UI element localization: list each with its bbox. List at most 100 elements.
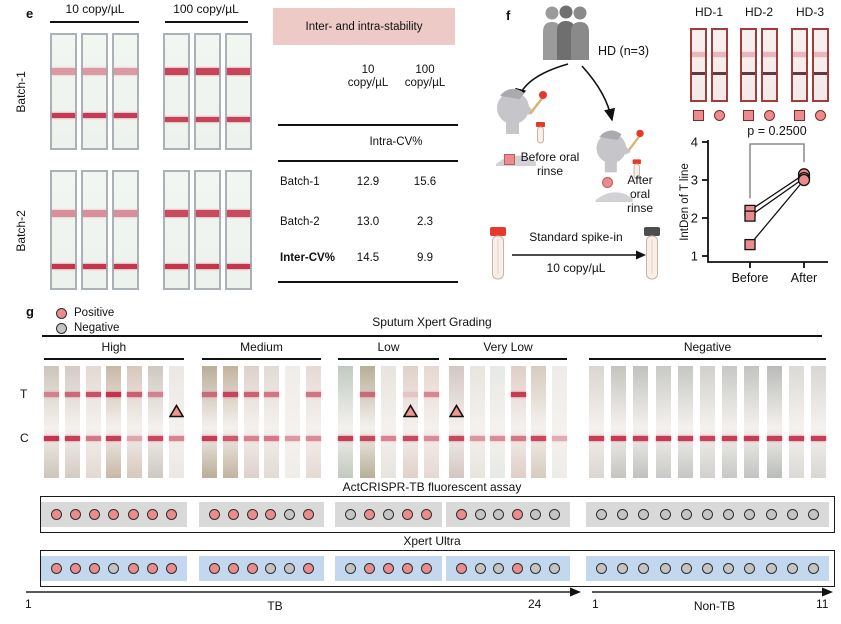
test-strip <box>50 33 77 150</box>
negative-dot <box>638 509 650 520</box>
lfa-strip <box>402 366 418 478</box>
before-marker-square <box>794 110 805 121</box>
positive-dot <box>165 563 177 574</box>
tb-axis-end: 24 <box>528 597 542 611</box>
strip-band <box>148 436 163 441</box>
lfa-strip <box>64 366 80 478</box>
after-marker-circle <box>764 110 775 121</box>
strip-band <box>165 117 188 122</box>
positive-dot <box>127 509 139 520</box>
hd-label: HD-3 <box>795 5 824 19</box>
strip-band <box>64 436 80 441</box>
strip-band <box>227 210 250 217</box>
strip-band <box>611 436 627 441</box>
positive-dot <box>456 509 467 520</box>
positive-dot <box>421 509 432 520</box>
strip-band <box>424 392 439 397</box>
positive-dot <box>165 509 177 520</box>
lfa-strip <box>744 366 760 478</box>
lfa-strip <box>359 366 375 478</box>
strip-band <box>490 436 506 441</box>
lfa-strip <box>589 366 604 478</box>
negative-dot <box>744 563 756 574</box>
lfa-strip <box>611 366 627 478</box>
strip-band <box>788 436 804 441</box>
hd-test-strip <box>740 28 757 102</box>
positive-dot <box>402 563 413 574</box>
negative-dot <box>659 509 671 520</box>
test-strip <box>81 33 108 150</box>
strip-band <box>264 392 280 397</box>
lfa-strip <box>306 366 321 478</box>
grade-underline <box>202 358 321 360</box>
lfa-strip <box>469 366 485 478</box>
tb-axis-start: 1 <box>25 597 32 611</box>
before-after-plot: p = 0.2500 4 3 2 1 Before After IntDen of T lin… <box>678 122 838 299</box>
strip-band <box>814 72 827 75</box>
positive-dot <box>364 509 375 520</box>
tb-axis-label: TB <box>267 599 283 613</box>
strip-band <box>359 392 375 397</box>
cv-value-100: 2.3 <box>417 216 433 228</box>
negative-dot <box>596 509 607 520</box>
discordant-triangle-marker <box>402 404 418 418</box>
lfa-strip <box>85 366 101 478</box>
spike-in-label: Standard spike-in <box>529 230 623 244</box>
lfa-strip <box>633 366 649 478</box>
strip-band <box>165 210 188 217</box>
grade-label: Very Low <box>483 340 533 354</box>
lfa-strip <box>788 366 804 478</box>
negative-dot <box>530 563 542 574</box>
positive-dot <box>364 563 375 574</box>
strip-band <box>106 436 122 441</box>
cv-value-10: 14.5 <box>356 252 380 264</box>
negative-dot <box>765 509 777 520</box>
strip-band <box>306 436 321 441</box>
conc-header-100-underline <box>165 21 248 23</box>
negative-dot <box>265 563 277 574</box>
grade-underline <box>44 358 184 360</box>
strip-band <box>677 436 693 441</box>
y-axis-label: IntDen of T line <box>679 163 691 241</box>
negative-legend-label: Negative <box>74 322 120 334</box>
lfa-strip <box>655 366 671 478</box>
strip-band <box>83 210 106 217</box>
strip-band <box>793 72 806 75</box>
panel-g-label: g <box>26 304 34 319</box>
before-legend-label: Before oral rinse <box>520 150 580 178</box>
strip-band <box>763 72 776 75</box>
negative-dot <box>617 509 629 520</box>
negative-dot <box>383 509 394 520</box>
strip-band <box>202 392 217 397</box>
strip-band <box>106 392 122 397</box>
strip-band <box>531 436 547 441</box>
x-tick-label: Before <box>732 271 769 285</box>
test-strip <box>112 170 139 290</box>
lfa-strip <box>552 366 567 478</box>
strip-band <box>52 68 75 75</box>
lfa-strip <box>222 366 238 478</box>
strip-band <box>222 392 238 397</box>
lfa-strip <box>338 366 353 478</box>
table-title-banner: Inter- and intra-stability <box>273 8 455 45</box>
table-rule-2 <box>278 160 458 162</box>
negative-dot <box>702 563 713 574</box>
head-after-icon <box>595 129 644 202</box>
test-strip <box>163 33 190 150</box>
positive-dot <box>246 509 258 520</box>
positive-dot <box>383 563 394 574</box>
strip-band <box>766 436 782 441</box>
positive-dot <box>456 563 467 574</box>
lfa-strip <box>285 366 301 478</box>
strip-band <box>589 436 604 441</box>
strip-band <box>196 68 219 75</box>
y-tick-label: 4 <box>691 135 698 150</box>
strip-band <box>814 52 827 57</box>
lfa-strip <box>243 366 259 478</box>
lfa-strip <box>677 366 693 478</box>
strip-band <box>114 68 137 75</box>
after-legend-label: After oral rinse <box>626 173 653 215</box>
strip-band <box>633 436 649 441</box>
negative-dot <box>680 563 692 574</box>
